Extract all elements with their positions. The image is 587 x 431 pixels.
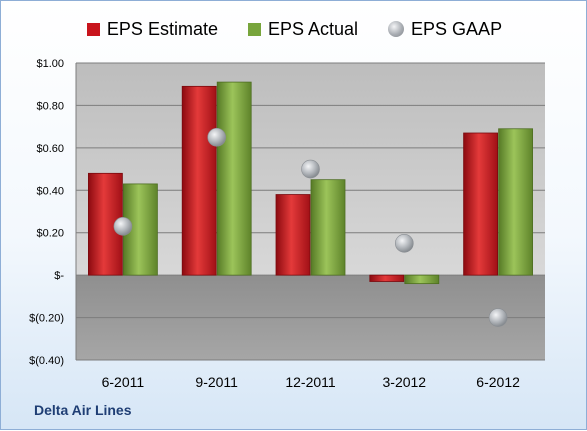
legend-label-eps-estimate: EPS Estimate xyxy=(106,18,218,39)
legend: EPS Estimate EPS Actual EPS GAAP xyxy=(1,17,587,41)
bar-eps-estimate xyxy=(369,274,405,282)
y-tick-label: $0.20 xyxy=(36,228,64,240)
legend-item-eps-estimate: EPS Estimate xyxy=(86,18,218,40)
bar-eps-estimate xyxy=(275,194,311,276)
y-tick-label: $0.40 xyxy=(36,185,64,197)
y-tick-label: $(0.20) xyxy=(29,313,64,325)
legend-swatch-eps-estimate xyxy=(86,22,100,36)
y-tick-label: $(0.40) xyxy=(29,355,64,367)
x-tick-label: 6-2012 xyxy=(476,374,520,390)
marker-eps-gaap xyxy=(207,127,226,147)
legend-item-eps-gaap: EPS GAAP xyxy=(388,19,502,40)
bar-eps-actual xyxy=(404,274,440,285)
bar-eps-actual xyxy=(310,179,346,276)
bar-eps-estimate xyxy=(181,85,217,276)
marker-eps-gaap xyxy=(394,234,414,253)
y-tick-label: $0.80 xyxy=(36,100,64,112)
legend-label-eps-actual: EPS Actual xyxy=(267,18,359,39)
y-tick-label: $- xyxy=(54,270,64,282)
legend-swatch-eps-actual xyxy=(247,22,261,36)
y-tick-label: $0.60 xyxy=(36,143,64,155)
bar-eps-actual xyxy=(216,81,252,276)
marker-eps-gaap xyxy=(488,308,508,327)
x-tick-label: 12-2011 xyxy=(285,374,336,390)
legend-item-eps-actual: EPS Actual xyxy=(247,18,359,40)
bar-eps-estimate xyxy=(463,132,499,276)
company-label: Delta Air Lines xyxy=(34,402,132,418)
marker-eps-gaap xyxy=(113,217,133,236)
marker-eps-gaap xyxy=(301,159,320,179)
x-tick-label: 9-2011 xyxy=(195,374,238,390)
legend-label-eps-gaap: EPS GAAP xyxy=(411,18,503,39)
legend-swatch-eps-gaap xyxy=(388,21,405,37)
x-tick-label: 3-2012 xyxy=(383,374,427,390)
x-axis: 6-2011 9-2011 12-2011 3-2012 6-2012 xyxy=(102,374,520,390)
bars xyxy=(88,81,534,285)
y-tick-label: $1.00 xyxy=(36,58,64,70)
bar-eps-actual xyxy=(498,128,534,276)
y-axis: $1.00 $0.80 $0.60 $0.40 $0.20 $- $(0.20) $(0.40… xyxy=(29,58,64,367)
x-tick-label: 6-2011 xyxy=(102,374,145,390)
markers xyxy=(113,127,508,327)
